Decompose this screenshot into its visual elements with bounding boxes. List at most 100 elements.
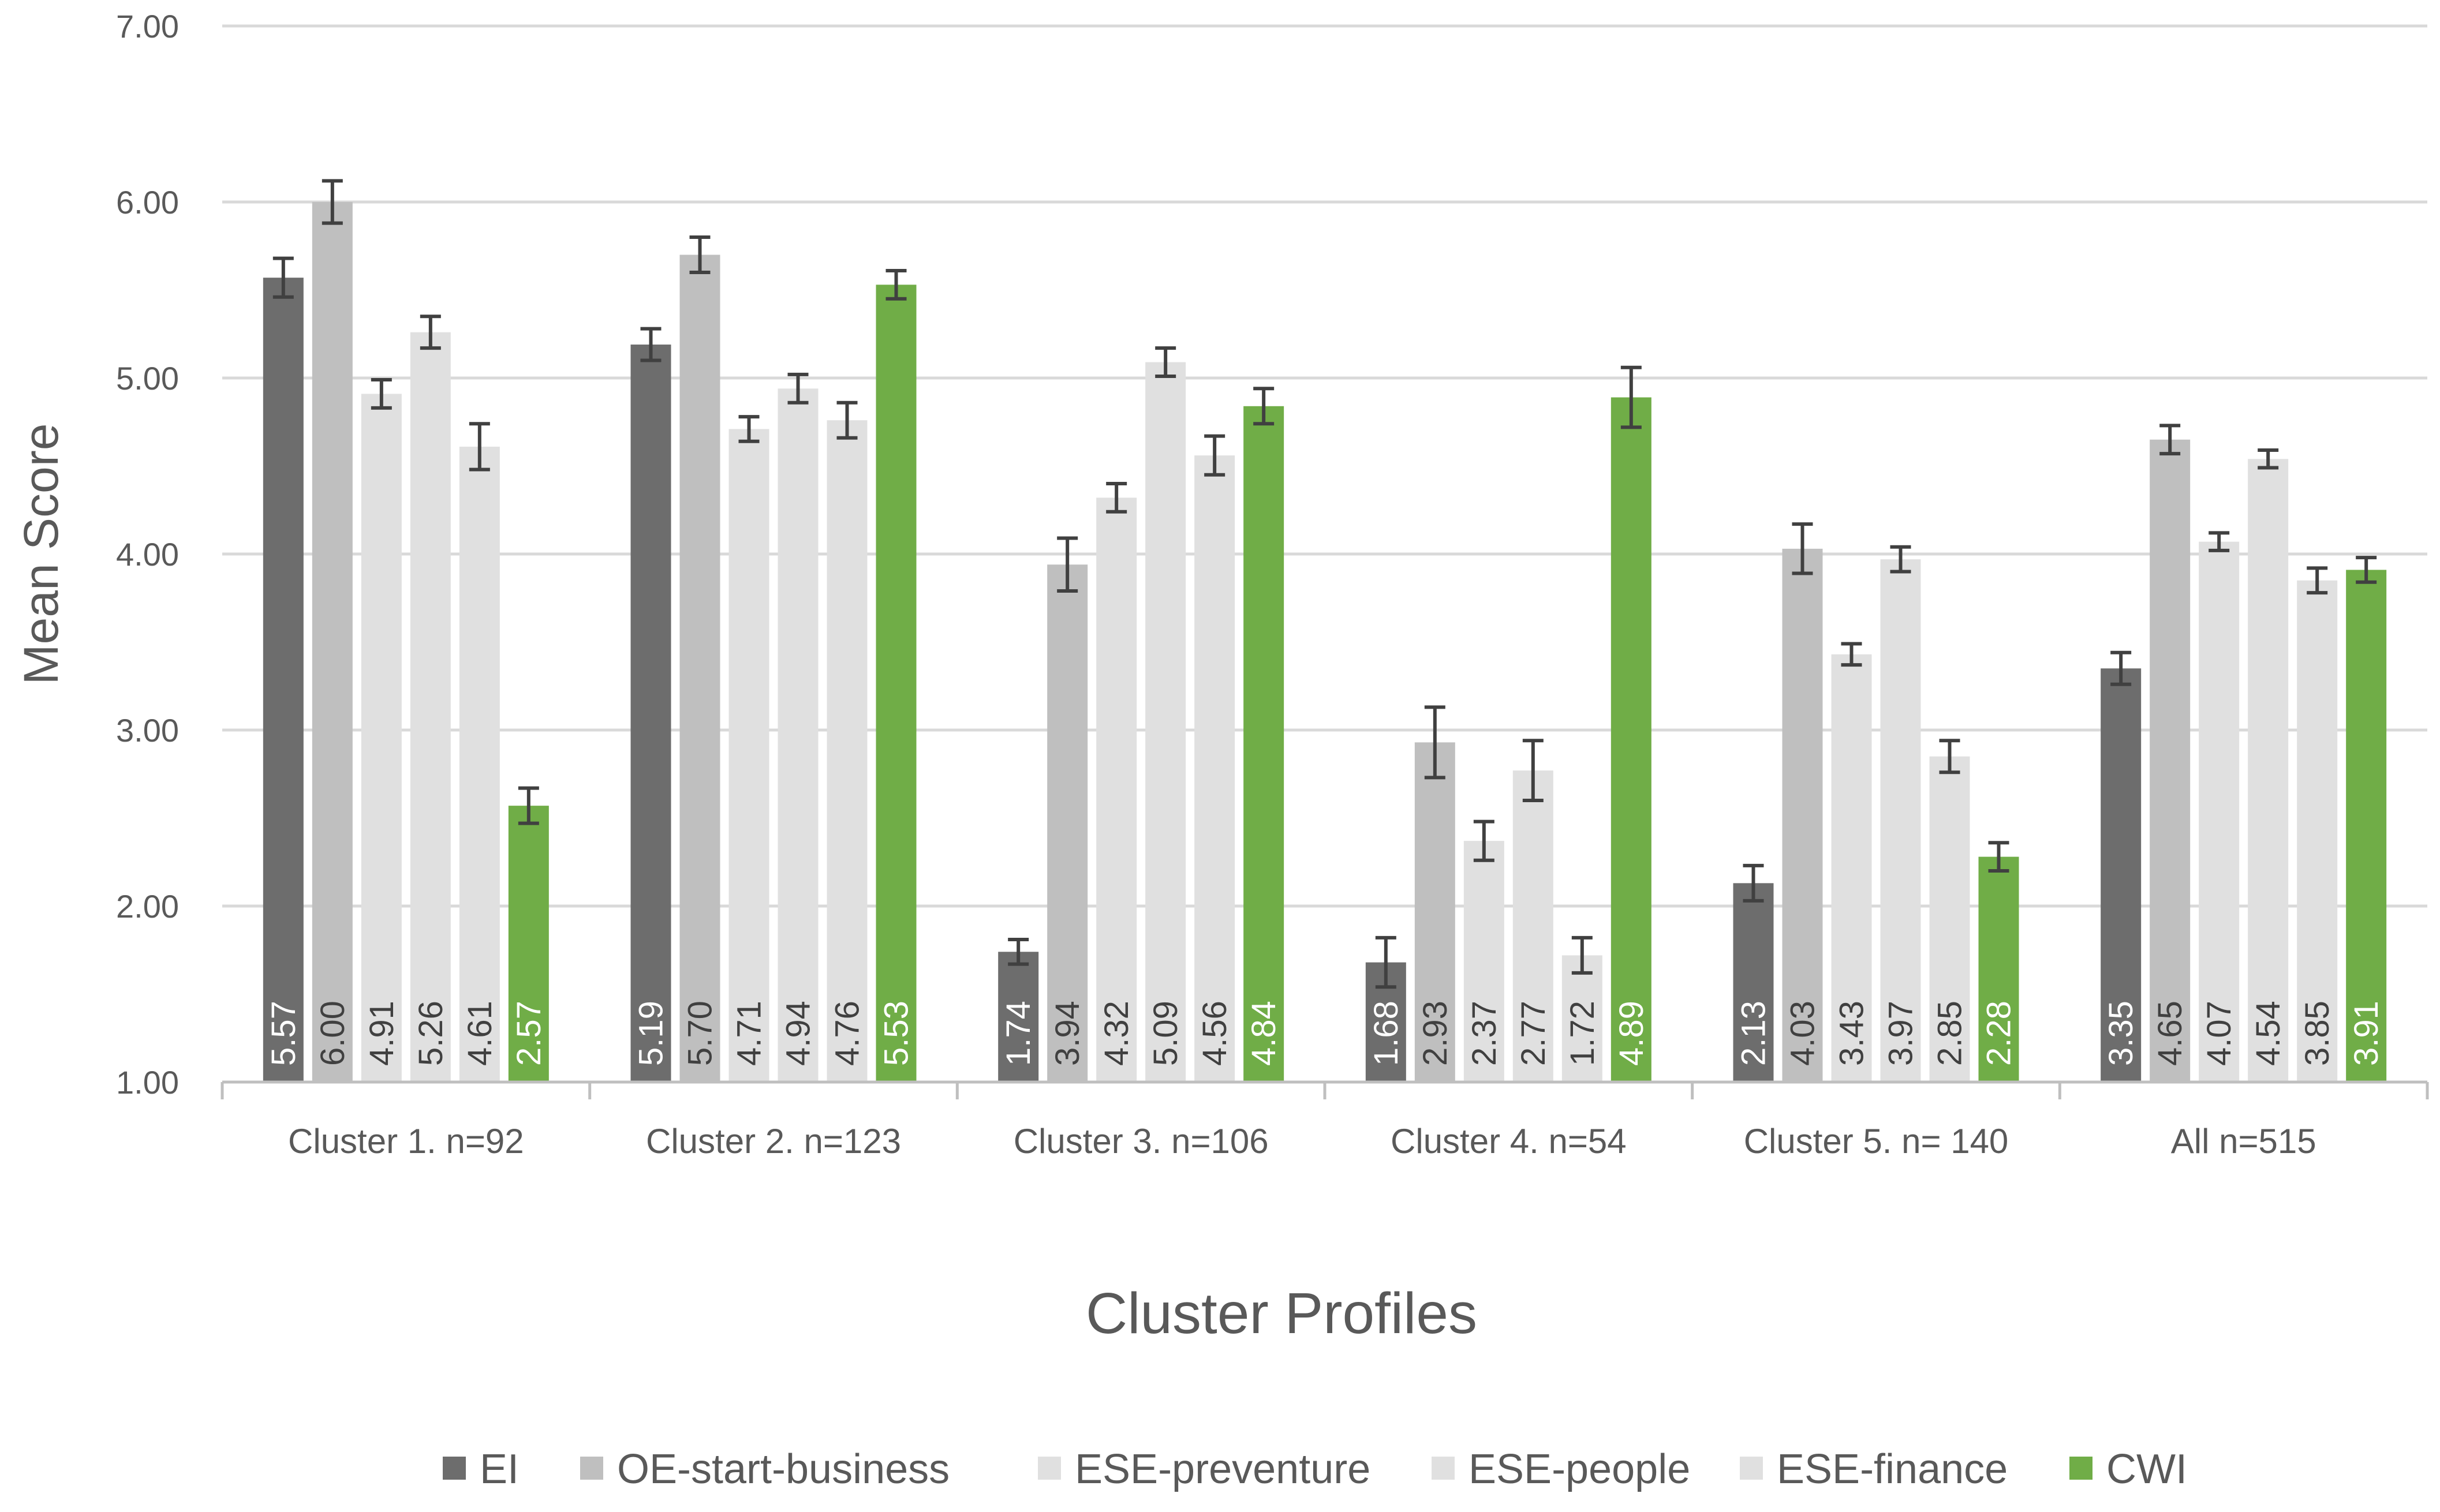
data-label: 1.72: [1564, 1001, 1601, 1066]
error-bar: [420, 315, 441, 350]
bar: [827, 420, 868, 1083]
data-label: 5.26: [412, 1001, 450, 1066]
bars: [263, 202, 2387, 1083]
data-label: 4.61: [461, 1001, 499, 1066]
error-bar: [689, 235, 711, 274]
bar: [2297, 580, 2338, 1082]
data-label: 5.53: [878, 1001, 916, 1066]
x-tick-label: Cluster 1. n=92: [288, 1122, 524, 1161]
data-label: 6.00: [314, 1001, 352, 1066]
error-bar: [1939, 739, 1960, 774]
error-bar: [2307, 566, 2328, 595]
error-bar: [2258, 448, 2279, 470]
data-label: 2.57: [510, 1001, 548, 1066]
bar: [1194, 455, 1235, 1083]
error-bar: [1008, 937, 1029, 966]
data-label: 4.76: [829, 1001, 866, 1066]
bar: [410, 332, 451, 1083]
data-label: 4.89: [1613, 1001, 1650, 1066]
data-label: 5.70: [682, 1001, 719, 1066]
error-bar: [1424, 705, 1445, 780]
error-bar: [885, 268, 907, 301]
error-bar: [1106, 482, 1127, 514]
data-label: 2.85: [1931, 1001, 1969, 1066]
data-label: 4.94: [780, 1001, 817, 1066]
legend-swatch: [1740, 1457, 1763, 1480]
legend-swatch: [443, 1457, 466, 1480]
bar: [2101, 668, 2142, 1082]
bar: [1611, 397, 1651, 1082]
data-label: 3.43: [1833, 1001, 1871, 1066]
data-label: 4.07: [2200, 1001, 2238, 1066]
data-label: 4.91: [363, 1001, 401, 1066]
bar: [778, 388, 819, 1082]
y-tick-label: 1.00: [116, 1064, 179, 1101]
bar: [459, 446, 500, 1083]
bar: [312, 202, 353, 1082]
bar: [1929, 756, 1970, 1082]
error-bar: [2159, 424, 2181, 456]
x-tick-label: Cluster 5. n= 140: [1744, 1122, 2009, 1161]
y-tick-label: 4.00: [116, 536, 179, 572]
x-tick-label: Cluster 2. n=123: [646, 1122, 901, 1161]
legend-item: OE-start-business: [580, 1446, 950, 1492]
legend-swatch: [1432, 1457, 1455, 1480]
error-bar: [1155, 346, 1176, 378]
data-label: 4.84: [1245, 1001, 1283, 1066]
bar: [728, 429, 769, 1083]
legend-swatch: [1038, 1457, 1061, 1480]
bar: [361, 394, 402, 1083]
error-bar: [640, 327, 662, 362]
bar: [1096, 497, 1137, 1082]
error-bar: [1988, 841, 2009, 873]
data-labels: 5.57 5.19 1.74 1.68 2.13 3.35 6.00 5.70 3.94 2.93…: [265, 1001, 2385, 1066]
x-tick-label: Cluster 3. n=106: [1014, 1122, 1269, 1161]
error-bar: [371, 378, 392, 410]
data-label: 2.13: [1735, 1001, 1773, 1066]
error-bar: [1253, 387, 1275, 426]
bar: [263, 278, 304, 1082]
legend-label: CWI: [2106, 1446, 2187, 1492]
y-axis-title: Mean Score: [14, 424, 68, 685]
error-bar: [1890, 545, 1911, 574]
error-bar: [2209, 531, 2230, 552]
bar: [998, 952, 1039, 1082]
axes: 1.00 2.00 3.00 4.00 5.00 6.00 7.00 Cluster 1. n…: [116, 8, 2429, 1161]
error-bar: [1522, 739, 1544, 802]
error-bar: [272, 256, 294, 299]
bar: [1733, 883, 1774, 1082]
bar: [1047, 564, 1088, 1082]
error-bar: [787, 372, 809, 405]
legend-swatch: [2069, 1457, 2093, 1480]
y-tick-label: 3.00: [116, 712, 179, 748]
y-tick-label: 2.00: [116, 888, 179, 925]
data-label: 3.85: [2299, 1001, 2336, 1066]
bar: [876, 285, 917, 1083]
error-bars: [272, 179, 2377, 989]
error-bar: [738, 415, 760, 443]
error-bar: [1743, 863, 1764, 903]
legend-swatch: [580, 1457, 603, 1480]
error-bar: [322, 179, 343, 225]
data-label: 5.19: [633, 1001, 670, 1066]
error-bar: [836, 401, 858, 440]
data-label: 1.68: [1367, 1001, 1405, 1066]
data-label: 2.28: [1981, 1001, 2018, 1066]
error-bar: [2356, 556, 2377, 584]
error-bar: [1204, 434, 1225, 477]
error-bar: [1792, 522, 1813, 575]
error-bar: [469, 422, 490, 471]
y-tick-label: 6.00: [116, 184, 179, 220]
bar: [2248, 459, 2289, 1082]
data-label: 3.35: [2102, 1001, 2140, 1066]
gridlines: [222, 24, 2427, 908]
error-bar: [518, 786, 539, 825]
data-label: 4.65: [2151, 1001, 2189, 1066]
legend-label: ESE-preventure: [1075, 1446, 1370, 1492]
error-bar: [1841, 642, 1862, 667]
error-bar: [2110, 650, 2132, 686]
data-label: 5.09: [1147, 1001, 1184, 1066]
bar: [1243, 406, 1284, 1082]
data-label: 3.97: [1882, 1001, 1920, 1066]
